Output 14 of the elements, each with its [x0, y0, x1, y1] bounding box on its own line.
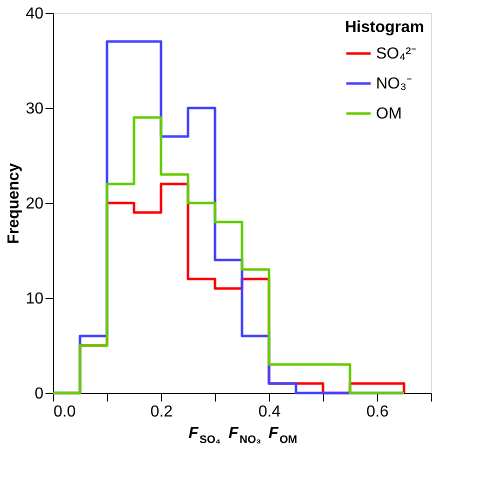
- y-tick-label: 30: [26, 100, 44, 118]
- y-tick-label: 20: [26, 196, 44, 212]
- legend-label: SO₄²⁻: [376, 46, 416, 62]
- x-tick-label: 0.0: [54, 404, 76, 420]
- x-tick-label: 0.2: [150, 404, 173, 420]
- legend-title: Histogram: [345, 19, 424, 36]
- y-tick-label: 10: [26, 290, 44, 308]
- y-axis-title: Frequency: [6, 162, 23, 244]
- legend-label: OM: [376, 106, 402, 122]
- legend-label: NO₃⁻: [376, 76, 412, 92]
- x-tick-label: 0.6: [366, 404, 389, 420]
- y-tick-label: 0: [34, 386, 44, 402]
- y-tick-label: 40: [26, 6, 44, 22]
- x-tick-label: 0.4: [258, 404, 281, 420]
